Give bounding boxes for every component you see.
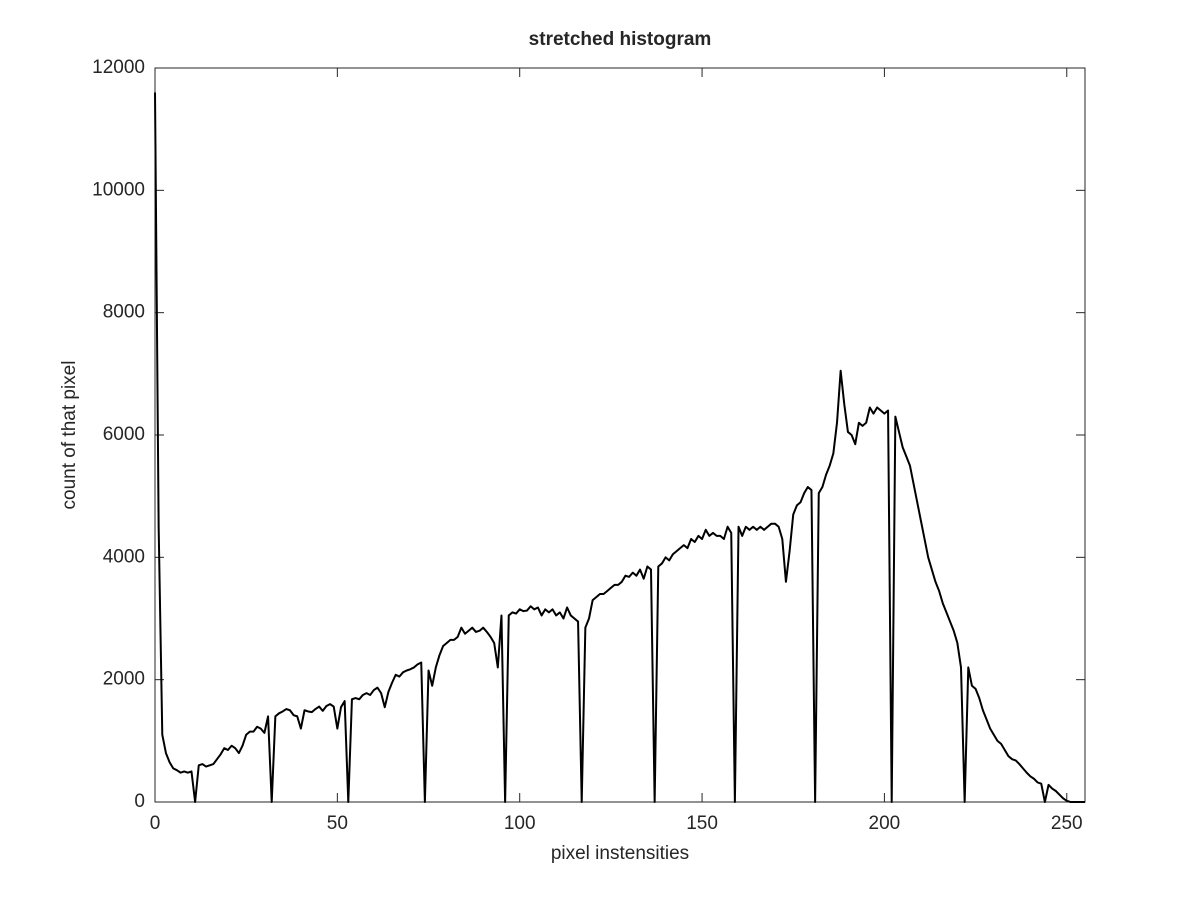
x-tick-label: 150 [686,813,718,834]
plot-frame [154,67,1086,803]
y-tick-label: 12000 [92,57,145,78]
x-tick-label: 50 [327,813,348,834]
data-line [154,92,1085,803]
y-tick-label: 6000 [103,424,145,445]
x-tick-label: 100 [504,813,536,834]
chart-title: stretched histogram [529,29,712,50]
y-tick-label: 4000 [103,546,145,567]
x-tick-label: 0 [150,813,161,834]
x-tick-label: 250 [1051,813,1083,834]
x-tick-label: 200 [869,813,901,834]
y-tick-label: 2000 [103,669,145,690]
x-axis-label: pixel instensities [551,843,689,864]
y-axis-label: count of that pixel [59,361,80,510]
y-tick-label: 0 [134,791,145,812]
y-tick-label: 10000 [92,179,145,200]
y-tick-label: 8000 [103,302,145,323]
